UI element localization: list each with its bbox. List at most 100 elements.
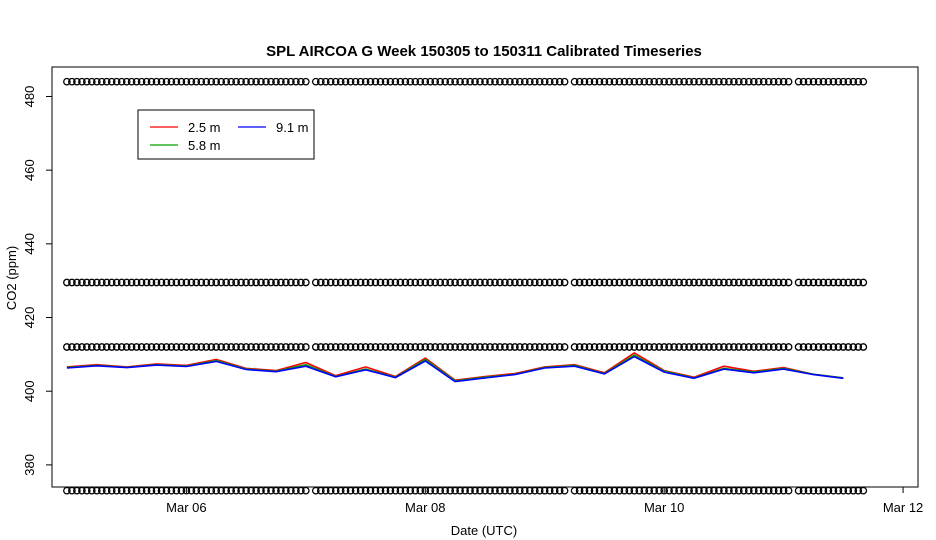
marker-point [859, 486, 868, 495]
marker-point [451, 486, 459, 495]
marker-point [511, 278, 519, 287]
marker-point [476, 343, 484, 351]
marker-point [739, 343, 748, 351]
marker-point [471, 486, 479, 495]
marker-point [287, 77, 295, 86]
marker-point [391, 77, 400, 86]
marker-point [97, 278, 106, 287]
y-tick-label: 480 [22, 86, 37, 108]
marker-point [326, 278, 335, 287]
marker-point [481, 77, 489, 86]
marker-point [600, 278, 609, 287]
marker-point [287, 278, 295, 287]
marker-point [272, 278, 280, 287]
marker-point [814, 278, 823, 287]
marker-point [680, 486, 688, 495]
marker-point [68, 77, 76, 86]
marker-point [436, 278, 445, 287]
marker-point [655, 77, 664, 86]
marker-point [819, 278, 828, 287]
marker-point [854, 343, 863, 351]
marker-point [809, 486, 818, 495]
marker-point [481, 343, 489, 351]
marker-point [685, 486, 693, 495]
marker-point [297, 77, 305, 86]
marker-point [530, 343, 539, 351]
marker-point [142, 343, 151, 351]
marker-point [774, 343, 783, 351]
marker-point [511, 77, 519, 86]
marker-point [162, 278, 171, 287]
marker-point [127, 486, 136, 495]
marker-point [734, 77, 743, 86]
marker-point [476, 77, 484, 86]
marker-point [730, 77, 738, 86]
marker-point [630, 486, 639, 495]
marker-point [436, 486, 445, 495]
marker-point [715, 278, 723, 287]
chart-title: SPL AIRCOA G Week 150305 to 150311 Calib… [266, 43, 702, 60]
marker-point [834, 77, 843, 86]
marker-point [839, 486, 848, 495]
marker-point [147, 278, 156, 287]
marker-point [237, 486, 245, 495]
marker-point [112, 343, 121, 351]
marker-point [695, 486, 703, 495]
marker-point [645, 278, 654, 287]
marker-point [97, 343, 106, 351]
marker-point [267, 77, 275, 86]
marker-point [351, 343, 360, 351]
marker-point [361, 77, 370, 86]
marker-point [73, 343, 81, 351]
marker-point [610, 278, 619, 287]
marker-point [82, 486, 91, 495]
marker-point [297, 343, 305, 351]
marker-point [530, 278, 539, 287]
marker-point [461, 77, 469, 86]
marker-point [277, 77, 285, 86]
marker-point [744, 77, 753, 86]
marker-point [346, 486, 355, 495]
marker-point [122, 77, 131, 86]
marker-point [227, 77, 236, 86]
marker-point [257, 278, 265, 287]
marker-point [720, 278, 728, 287]
marker-point [391, 486, 400, 495]
marker-point [461, 278, 469, 287]
marker-point [142, 77, 151, 86]
marker-point [212, 77, 221, 86]
marker-point [555, 486, 564, 495]
marker-point [665, 486, 673, 495]
marker-point [202, 486, 211, 495]
marker-point [496, 486, 504, 495]
marker-point [177, 486, 186, 495]
marker-point [501, 77, 509, 86]
marker-point [346, 343, 355, 351]
marker-point [456, 77, 464, 86]
marker-point [356, 77, 365, 86]
marker-point [456, 486, 464, 495]
marker-point [675, 77, 683, 86]
marker-point [854, 278, 863, 287]
marker-point [401, 343, 410, 351]
marker-point [252, 343, 260, 351]
marker-point [630, 278, 639, 287]
marker-point [794, 278, 803, 287]
marker-point [560, 77, 569, 86]
marker-point [292, 77, 300, 86]
marker-point [794, 486, 803, 495]
marker-point [680, 278, 688, 287]
marker-point [640, 278, 649, 287]
marker-point [491, 486, 499, 495]
marker-point [376, 278, 385, 287]
marker-point [321, 278, 330, 287]
marker-point [839, 343, 848, 351]
marker-point [590, 77, 599, 86]
marker-point [242, 343, 250, 351]
marker-point [441, 77, 450, 86]
marker-point [197, 278, 206, 287]
marker-point [764, 278, 773, 287]
marker-point [506, 278, 514, 287]
marker-point [336, 343, 345, 351]
